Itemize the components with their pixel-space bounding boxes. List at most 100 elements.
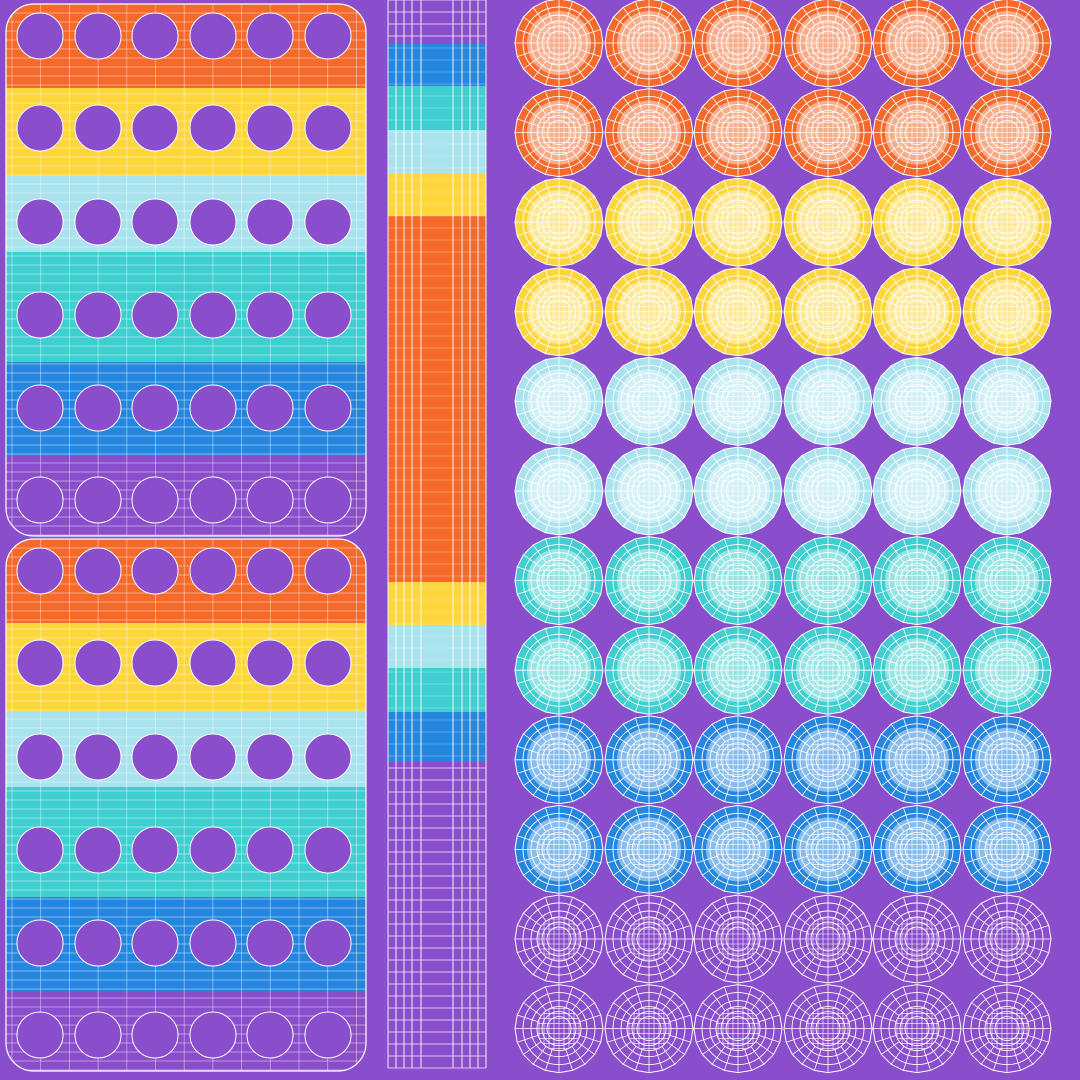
disc <box>604 536 694 626</box>
wire-spoke <box>755 503 774 518</box>
wire-spoke <box>666 1041 685 1055</box>
wire-spoke <box>661 956 676 975</box>
wire-spoke <box>1024 414 1043 428</box>
wire-spoke <box>923 628 931 650</box>
wire-spoke <box>840 1046 855 1065</box>
wire-spoke <box>622 992 637 1012</box>
wire-spoke <box>1027 29 1049 37</box>
wire-spoke <box>696 835 718 843</box>
wire-spoke <box>635 63 643 85</box>
wire-spoke <box>696 208 718 216</box>
wire-spoke <box>661 544 676 564</box>
disc <box>783 356 873 446</box>
wire-spoke <box>1019 508 1034 527</box>
disc <box>872 356 962 446</box>
disc <box>604 177 694 267</box>
wire-spoke <box>965 835 987 843</box>
wire-spoke <box>622 150 637 169</box>
wire-spoke <box>834 422 842 444</box>
wire-spoke <box>696 228 718 237</box>
wire-spoke <box>923 897 931 919</box>
wire-spoke <box>532 365 547 384</box>
wire-spoke <box>635 153 643 175</box>
wire-spoke <box>792 682 811 697</box>
wire-spoke <box>607 656 629 664</box>
wire-spoke <box>834 780 842 802</box>
wire-spoke <box>669 407 691 416</box>
wire-spoke <box>517 855 539 864</box>
wire-spoke <box>523 593 542 607</box>
wire-spoke <box>750 150 765 169</box>
wire-spoke <box>923 959 931 981</box>
wire-spoke <box>971 862 990 876</box>
wire-spoke <box>532 508 547 527</box>
wire-spoke <box>711 634 726 653</box>
wire-spoke <box>613 375 632 389</box>
wire-spoke <box>576 1041 595 1055</box>
wire-spoke <box>834 1049 842 1071</box>
wire-spoke <box>669 297 691 306</box>
wire-spoke <box>814 422 822 444</box>
wire-spoke <box>814 90 822 112</box>
wire-spoke <box>1013 780 1021 802</box>
wire-spoke <box>579 566 601 575</box>
wire-spoke <box>517 29 539 37</box>
wire-spoke <box>622 239 637 259</box>
wire-spoke <box>724 511 732 533</box>
wire-spoke <box>1027 566 1049 575</box>
wire-spoke <box>571 365 586 384</box>
strip-band <box>388 582 486 626</box>
wire-spoke <box>666 593 685 607</box>
wire-spoke <box>613 682 632 697</box>
disc <box>693 267 783 357</box>
wire-spoke <box>1027 208 1049 216</box>
disc <box>962 88 1052 178</box>
wire-spoke <box>724 959 732 981</box>
wire-spoke <box>755 682 774 697</box>
wire-spoke <box>666 106 685 120</box>
wire-spoke <box>890 723 905 743</box>
wire-spoke <box>571 634 586 653</box>
wire-spoke <box>607 477 629 485</box>
wire-spoke <box>622 455 637 474</box>
wire-spoke <box>934 285 953 300</box>
wire-spoke <box>890 365 905 384</box>
wire-spoke <box>565 63 573 85</box>
wire-spoke <box>1019 903 1034 922</box>
wire-spoke <box>635 242 643 265</box>
wire-spoke <box>579 1014 601 1023</box>
wire-spoke <box>576 644 595 658</box>
wire-spoke <box>755 772 774 786</box>
wire-spoke <box>923 90 931 112</box>
wire-spoke <box>532 903 547 922</box>
wire-spoke <box>635 807 643 829</box>
disc <box>693 715 783 805</box>
wire-spoke <box>702 414 721 428</box>
disc <box>514 536 604 626</box>
wire-spoke <box>571 418 586 438</box>
wire-spoke <box>971 951 990 966</box>
wire-spoke <box>755 196 774 210</box>
wire-spoke <box>669 477 691 485</box>
wire-spoke <box>702 772 721 786</box>
wire-spoke <box>517 297 539 306</box>
wire-spoke <box>571 1046 586 1065</box>
wire-spoke <box>929 687 944 707</box>
wire-spoke <box>750 1046 765 1065</box>
wire-spoke <box>696 49 718 57</box>
wire-spoke <box>613 16 632 31</box>
wire-spoke <box>696 855 718 864</box>
wire-spoke <box>993 269 1001 292</box>
wire-spoke <box>744 359 752 381</box>
wire-spoke <box>758 676 780 685</box>
wire-spoke <box>840 956 855 975</box>
wire-spoke <box>666 554 685 568</box>
disc <box>693 804 783 894</box>
wire-spoke <box>1027 49 1049 57</box>
wire-spoke <box>702 682 721 697</box>
wire-spoke <box>834 242 842 265</box>
wire-spoke <box>937 387 959 395</box>
wire-spoke <box>890 329 905 348</box>
wire-spoke <box>655 959 663 981</box>
